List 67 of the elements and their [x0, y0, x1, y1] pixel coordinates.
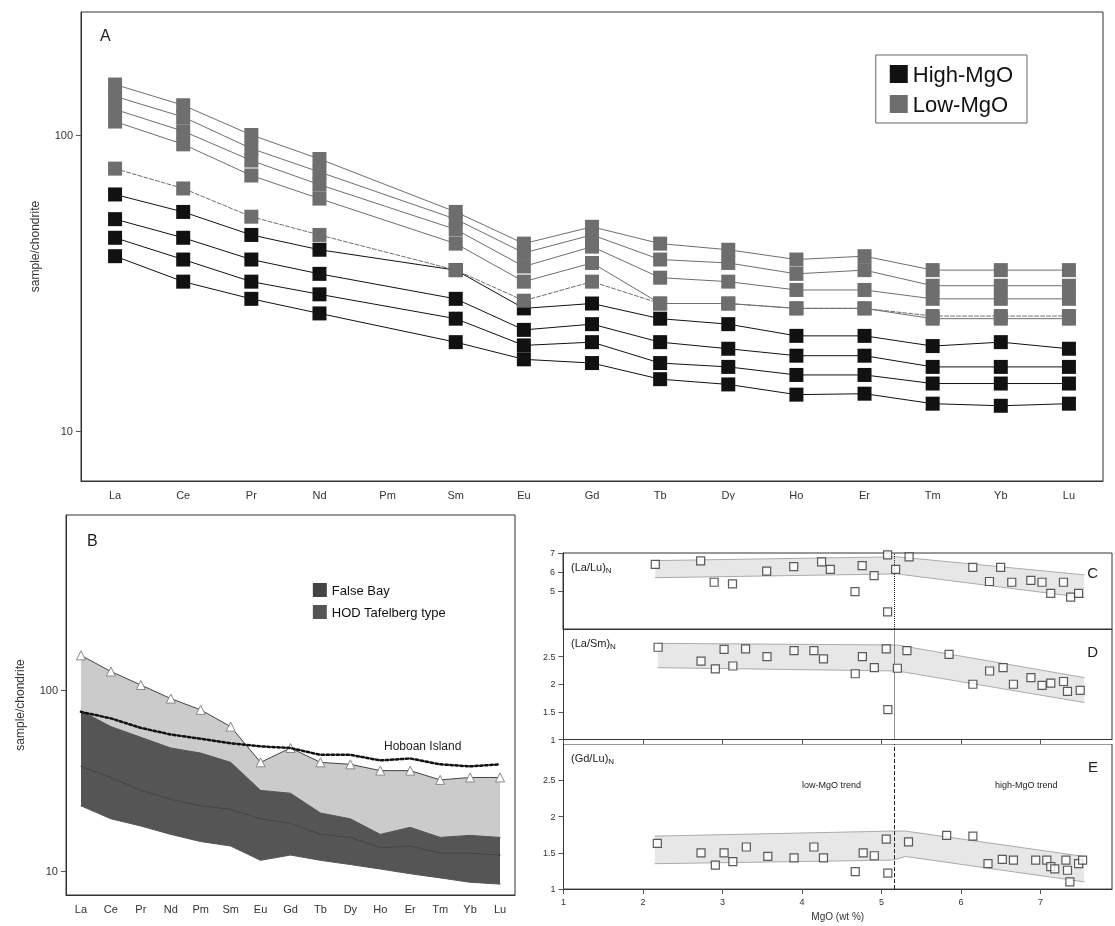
legend-label: HOD Tafelberg type [331, 604, 446, 620]
y-tick-label: 100 [54, 128, 73, 141]
x-tick-label: Ho [789, 488, 804, 501]
x-tick-label: La [108, 488, 123, 501]
y-tick-label: 5 [549, 586, 555, 596]
legend-label: Low-MgO [912, 91, 1009, 117]
y-tick-label: 1 [550, 884, 556, 895]
x-tick-label: Yb [463, 902, 477, 915]
x-tick-label: Sm [222, 902, 239, 915]
text: E [1088, 758, 1099, 775]
annotation: low-MgO trend [802, 779, 862, 790]
x-tick-label: Tm [432, 902, 449, 915]
y-tick-label: 2 [550, 811, 556, 822]
x-tick-label: Eu [517, 488, 531, 501]
x-tick-label: Nd [163, 902, 178, 915]
x-tick-label: Gd [584, 488, 600, 501]
x-tick-label: Gd [283, 902, 298, 915]
x-tick-label: Tb [653, 488, 667, 501]
x-tick-label: Eu [253, 902, 268, 915]
x-tick-label: 4 [799, 896, 805, 907]
y-tick-label: 10 [45, 865, 58, 878]
annotation: high-MgO trend [995, 779, 1058, 790]
x-tick-label: Er [859, 488, 871, 501]
y-axis-title: sample/chondrite [13, 658, 27, 751]
text: B [87, 531, 98, 549]
x-tick-label: Pm [192, 902, 209, 915]
x-tick-label: Lu [1062, 488, 1076, 501]
y-tick-label: 2.5 [543, 775, 556, 786]
legend-label: High-MgO [912, 61, 1013, 87]
text: A [100, 26, 111, 44]
y-tick-label: 1.5 [543, 847, 556, 858]
x-tick-label: 7 [1037, 896, 1043, 907]
y-axis-title: sample/chondrite [28, 200, 42, 293]
x-tick-label: Yb [994, 488, 1008, 501]
y-tick-label: 1.5 [543, 706, 556, 717]
y-tick-label: 100 [39, 684, 58, 697]
x-tick-label: Tb [314, 902, 327, 915]
x-tick-label: Ce [176, 488, 191, 501]
x-tick-label: 1 [561, 896, 567, 907]
text: C [1087, 564, 1099, 581]
y-tick-label: 7 [549, 548, 555, 558]
text: D [1087, 643, 1099, 660]
x-tick-label: 2 [640, 896, 646, 907]
legend-label: False Bay [331, 582, 391, 598]
x-tick-label: Sm [447, 488, 464, 501]
y-tick-label: 2 [550, 679, 556, 690]
y-tick-label: 6 [549, 567, 555, 577]
x-tick-label: Tm [924, 488, 941, 501]
x-tick-label: 5 [878, 896, 884, 907]
x-tick-label: 6 [958, 896, 964, 907]
x-tick-label: 3 [719, 896, 725, 907]
x-tick-label: Pr [135, 902, 147, 915]
x-tick-label: Lu [493, 902, 507, 915]
x-tick-label: La [74, 902, 88, 915]
x-tick-label: Pr [245, 488, 258, 501]
y-tick-label: 2.5 [543, 651, 556, 662]
x-tick-label: Er [404, 902, 417, 915]
x-axis-title: MgO (wt %) [811, 910, 865, 922]
x-tick-label: Ho [373, 902, 388, 915]
x-tick-label: Pm [379, 488, 396, 501]
x-tick-label: Nd [312, 488, 327, 501]
y-tick-label: 10 [60, 425, 73, 438]
annotation: Hoboan Island [384, 739, 462, 753]
x-tick-label: Dy [343, 902, 358, 915]
x-tick-label: Ce [103, 902, 118, 915]
x-tick-label: Dy [721, 488, 736, 501]
y-tick-label: 1 [550, 734, 556, 745]
